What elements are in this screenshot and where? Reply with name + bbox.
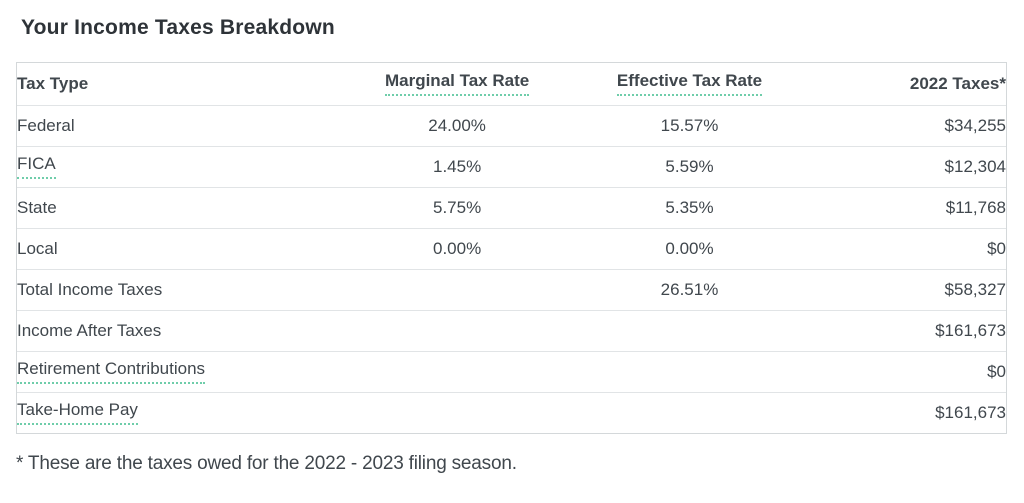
marginal-rate-value bbox=[343, 268, 571, 310]
effective-rate-value: 0.00% bbox=[570, 227, 809, 269]
tax-breakdown-table-container: Tax Type Marginal Tax Rate Effective Tax… bbox=[16, 62, 1007, 434]
tax-breakdown-table: Tax Type Marginal Tax Rate Effective Tax… bbox=[17, 63, 1006, 433]
taxes-value: $34,255 bbox=[808, 104, 1006, 146]
row-label: FICA bbox=[17, 145, 344, 187]
effective-rate-value: 5.59% bbox=[570, 145, 809, 187]
taxes-value: $0 bbox=[808, 350, 1006, 392]
page-title: Your Income Taxes Breakdown bbox=[21, 16, 335, 39]
marginal-rate-value: 0.00% bbox=[343, 227, 571, 269]
effective-rate-value: 5.35% bbox=[570, 186, 809, 228]
filing-season-footnote: * These are the taxes owed for the 2022 … bbox=[16, 453, 517, 474]
effective-tax-rate-tooltip-term[interactable]: Effective Tax Rate bbox=[616, 71, 763, 97]
table-row-income-after-taxes: Income After Taxes $161,673 bbox=[17, 309, 1006, 351]
effective-rate-value: 26.51% bbox=[570, 268, 809, 310]
row-label: Income After Taxes bbox=[17, 309, 344, 351]
table-row-total-income-taxes: Total Income Taxes 26.51% $58,327 bbox=[17, 268, 1006, 310]
taxes-value: $12,304 bbox=[808, 145, 1006, 187]
table-row-take-home-pay: Take-Home Pay $161,673 bbox=[17, 391, 1006, 433]
marginal-tax-rate-tooltip-term[interactable]: Marginal Tax Rate bbox=[384, 71, 530, 97]
row-label: State bbox=[17, 186, 344, 228]
column-header-tax-type: Tax Type bbox=[17, 73, 89, 93]
taxes-value: $58,327 bbox=[808, 268, 1006, 310]
fica-tooltip-term[interactable]: FICA bbox=[17, 154, 56, 179]
effective-rate-value: 15.57% bbox=[570, 104, 809, 146]
table-row-state: State 5.75% 5.35% $11,768 bbox=[17, 186, 1006, 228]
take-home-pay-tooltip-term[interactable]: Take-Home Pay bbox=[17, 400, 138, 426]
retirement-contributions-tooltip-term[interactable]: Retirement Contributions bbox=[17, 359, 206, 384]
table-header-row: Tax Type Marginal Tax Rate Effective Tax… bbox=[17, 63, 1006, 105]
taxes-value: $0 bbox=[808, 227, 1006, 269]
row-label: Total Income Taxes bbox=[17, 268, 344, 310]
row-label: Federal bbox=[17, 104, 344, 146]
marginal-rate-value bbox=[343, 391, 571, 433]
row-label: Take-Home Pay bbox=[17, 391, 344, 433]
column-header-effective-tax-rate: Effective Tax Rate bbox=[571, 63, 808, 105]
column-header-marginal-tax-rate: Marginal Tax Rate bbox=[343, 63, 570, 105]
row-label: Local bbox=[17, 227, 344, 269]
table-row-fica: FICA 1.45% 5.59% $12,304 bbox=[17, 145, 1006, 187]
table-row-local: Local 0.00% 0.00% $0 bbox=[17, 227, 1006, 269]
row-label: Retirement Contributions bbox=[17, 350, 344, 392]
effective-rate-value bbox=[570, 350, 809, 392]
taxes-value: $161,673 bbox=[808, 391, 1006, 433]
marginal-rate-value: 5.75% bbox=[343, 186, 571, 228]
marginal-rate-value bbox=[343, 309, 571, 351]
marginal-rate-value: 1.45% bbox=[343, 145, 571, 187]
effective-rate-value bbox=[570, 391, 809, 433]
effective-rate-value bbox=[570, 309, 809, 351]
marginal-rate-value: 24.00% bbox=[343, 104, 571, 146]
table-row-retirement-contributions: Retirement Contributions $0 bbox=[17, 350, 1006, 392]
marginal-rate-value bbox=[343, 350, 571, 392]
column-header-2022-taxes: 2022 Taxes* bbox=[909, 73, 1006, 93]
table-row-federal: Federal 24.00% 15.57% $34,255 bbox=[17, 104, 1006, 146]
taxes-value: $11,768 bbox=[808, 186, 1006, 228]
taxes-value: $161,673 bbox=[808, 309, 1006, 351]
